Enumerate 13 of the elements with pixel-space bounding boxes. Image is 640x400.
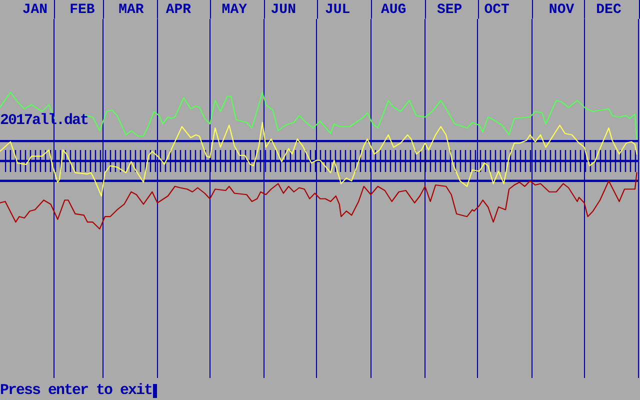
x-tick-label: DEC [596,2,622,18]
x-tick-label: APR [166,2,192,18]
x-tick-label: SEP [436,2,462,18]
x-tick-label: JAN [22,2,48,18]
x-tick-label: AUG [380,2,406,18]
x-tick-label: OCT [484,2,510,18]
x-tick-label: FEB [70,2,96,18]
x-tick-label: JUN [270,2,296,18]
x-tick-label: NOV [548,2,575,18]
text: Press enter to exit [0,382,152,399]
x-tick-label: MAR [118,2,144,18]
x-tick-label: JUL [325,2,350,18]
x-tick-label: MAY [222,2,248,18]
